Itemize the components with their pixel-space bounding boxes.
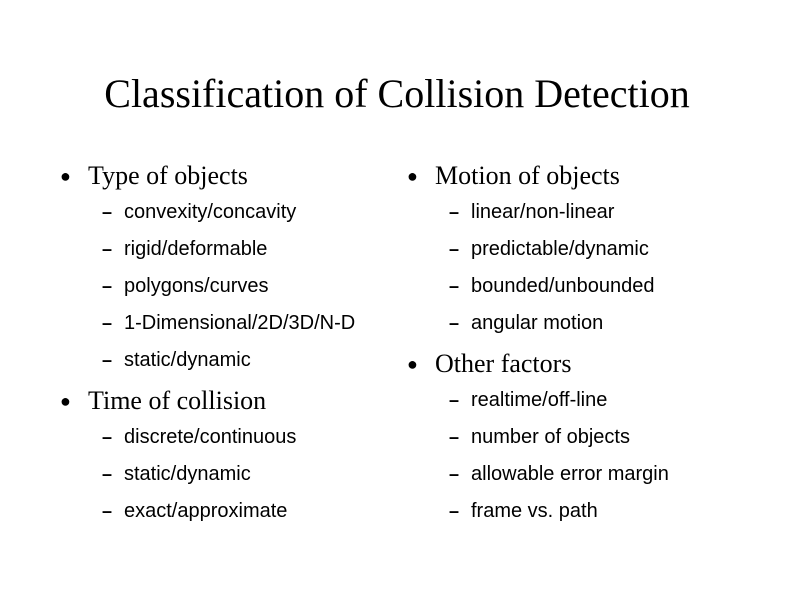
item-list: –discrete/continuous –static/dynamic –ex… (60, 426, 387, 523)
dash-icon: – (449, 390, 471, 411)
item-text: static/dynamic (124, 463, 251, 486)
dash-icon: – (449, 202, 471, 223)
list-item: –1-Dimensional/2D/3D/N-D (60, 312, 387, 335)
section-motion-of-objects: ● Motion of objects –linear/non-linear –… (407, 161, 734, 335)
list-item: –exact/approximate (60, 500, 387, 523)
list-item: –number of objects (407, 426, 734, 449)
list-item: –angular motion (407, 312, 734, 335)
list-item: –allowable error margin (407, 463, 734, 486)
left-column: ● Type of objects –convexity/concavity –… (60, 155, 387, 537)
item-list: –convexity/concavity –rigid/deformable –… (60, 201, 387, 372)
list-item: –polygons/curves (60, 275, 387, 298)
dash-icon: – (449, 427, 471, 448)
dash-icon: – (449, 464, 471, 485)
list-item: –static/dynamic (60, 349, 387, 372)
dash-icon: – (102, 202, 124, 223)
dash-icon: – (102, 464, 124, 485)
list-item: –bounded/unbounded (407, 275, 734, 298)
list-item: –frame vs. path (407, 500, 734, 523)
dash-icon: – (449, 313, 471, 334)
list-item: –linear/non-linear (407, 201, 734, 224)
item-text: discrete/continuous (124, 426, 296, 449)
item-list: –linear/non-linear –predictable/dynamic … (407, 201, 734, 335)
section-title: Motion of objects (435, 161, 620, 191)
item-list: –realtime/off-line –number of objects –a… (407, 389, 734, 523)
slide: Classification of Collision Detection ● … (0, 0, 794, 595)
list-item: –convexity/concavity (60, 201, 387, 224)
item-text: predictable/dynamic (471, 238, 649, 261)
columns: ● Type of objects –convexity/concavity –… (60, 155, 734, 537)
section-header: ● Time of collision (60, 386, 387, 416)
bullet-icon: ● (407, 355, 435, 373)
item-text: angular motion (471, 312, 603, 335)
bullet-icon: ● (407, 167, 435, 185)
list-item: –rigid/deformable (60, 238, 387, 261)
section-header: ● Other factors (407, 349, 734, 379)
list-item: –predictable/dynamic (407, 238, 734, 261)
bullet-icon: ● (60, 392, 88, 410)
dash-icon: – (449, 501, 471, 522)
slide-title: Classification of Collision Detection (60, 70, 734, 117)
dash-icon: – (102, 239, 124, 260)
dash-icon: – (102, 501, 124, 522)
item-text: bounded/unbounded (471, 275, 655, 298)
item-text: polygons/curves (124, 275, 269, 298)
list-item: –discrete/continuous (60, 426, 387, 449)
item-text: number of objects (471, 426, 630, 449)
section-header: ● Type of objects (60, 161, 387, 191)
section-header: ● Motion of objects (407, 161, 734, 191)
dash-icon: – (102, 427, 124, 448)
section-other-factors: ● Other factors –realtime/off-line –numb… (407, 349, 734, 523)
dash-icon: – (449, 239, 471, 260)
dash-icon: – (449, 276, 471, 297)
dash-icon: – (102, 276, 124, 297)
list-item: –realtime/off-line (407, 389, 734, 412)
dash-icon: – (102, 350, 124, 371)
section-title: Other factors (435, 349, 571, 379)
section-time-of-collision: ● Time of collision –discrete/continuous… (60, 386, 387, 523)
dash-icon: – (102, 313, 124, 334)
item-text: convexity/concavity (124, 201, 296, 224)
right-column: ● Motion of objects –linear/non-linear –… (407, 155, 734, 537)
section-title: Type of objects (88, 161, 248, 191)
item-text: exact/approximate (124, 500, 287, 523)
item-text: 1-Dimensional/2D/3D/N-D (124, 312, 355, 335)
list-item: –static/dynamic (60, 463, 387, 486)
section-title: Time of collision (88, 386, 266, 416)
item-text: realtime/off-line (471, 389, 607, 412)
bullet-icon: ● (60, 167, 88, 185)
item-text: frame vs. path (471, 500, 598, 523)
section-type-of-objects: ● Type of objects –convexity/concavity –… (60, 161, 387, 372)
item-text: linear/non-linear (471, 201, 614, 224)
item-text: static/dynamic (124, 349, 251, 372)
item-text: rigid/deformable (124, 238, 267, 261)
item-text: allowable error margin (471, 463, 669, 486)
